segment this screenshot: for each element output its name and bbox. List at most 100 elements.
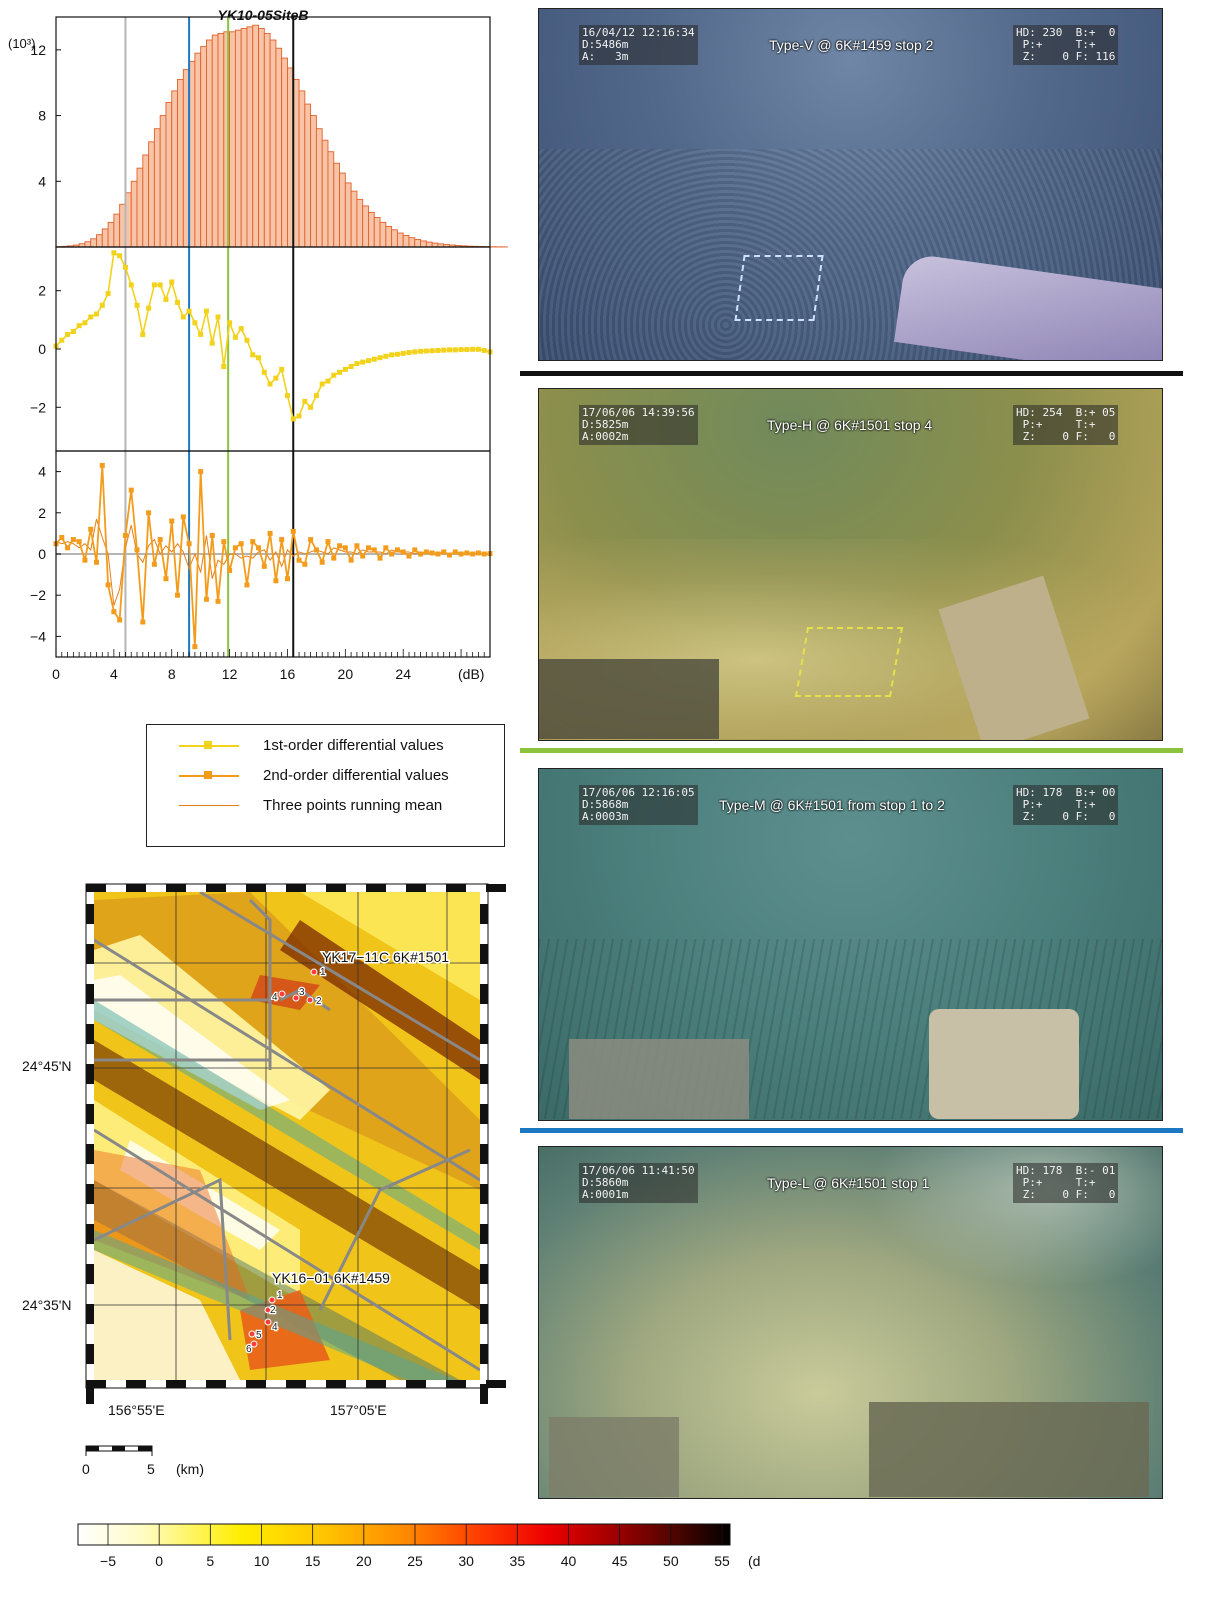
seafloor-photo-type-l: 17/06/06 11:41:50 D:5860m A:0001m Type-L… [538, 1146, 1163, 1499]
legend-label-running-mean: Three points running mean [263, 797, 443, 814]
osd-right: HD: 178 B:- 01 P:+ T:+ Z: 0 F: 0 [1013, 1163, 1119, 1203]
point-first-order [342, 366, 348, 372]
point-second-order [82, 557, 88, 563]
point-first-order [88, 314, 94, 320]
point-second-order [389, 551, 395, 557]
point-first-order [221, 363, 227, 369]
point-second-order [377, 555, 383, 561]
y-tick-label-second: −2 [30, 587, 46, 603]
point-first-order [418, 348, 424, 354]
point-second-order [308, 537, 314, 543]
seafloor-photo-type-m: 17/06/06 12:16:05 D:5868m A:0003m Type-M… [538, 768, 1163, 1121]
station-a-2 [306, 996, 314, 1004]
map-grid [94, 892, 480, 1380]
map-frame-tick [480, 1224, 488, 1244]
map-frame-tick [86, 1064, 94, 1084]
legend-label-first-order: 1st-order differential values [263, 737, 444, 754]
series-first-order-line [55, 251, 491, 421]
point-second-order [470, 551, 476, 557]
osd-right: HD: 178 B:+ 00 P:+ T:+ Z: 0 F: 0 [1013, 785, 1119, 825]
stop-b-5: 5 [256, 1330, 262, 1341]
point-second-order [140, 619, 146, 625]
point-second-order [423, 549, 429, 555]
seafloor-photo-type-h: 17/06/06 14:39:56 D:5825m A:0002m Type-H… [538, 388, 1163, 741]
photo-caption: Type-L @ 6K#1501 stop 1 [767, 1175, 930, 1191]
map-frame-tick [166, 1380, 186, 1388]
point-second-order [88, 526, 94, 532]
colorbar-tick-label: 55 [714, 1553, 730, 1569]
x-axis-unit-label: (dB) [458, 666, 484, 682]
point-first-order [244, 337, 250, 343]
station-a-1 [310, 968, 318, 976]
osd-left: 17/06/06 11:41:50 D:5860m A:0001m [579, 1163, 698, 1203]
chart-legend: 1st-order differential values 2nd-order … [146, 724, 505, 847]
map-frame-tick [86, 884, 106, 892]
separator-blue [520, 1128, 1183, 1133]
point-second-order [186, 541, 192, 547]
point-second-order [446, 552, 452, 558]
map-frame-tick [326, 1380, 346, 1388]
legend-marker-first-order [204, 741, 212, 749]
point-first-order [475, 346, 481, 352]
station-b-5 [248, 1330, 256, 1338]
site-label-a: YK17−11C 6K#1501 [322, 949, 449, 965]
map-frame-tick [480, 1264, 488, 1284]
point-first-order [302, 398, 308, 404]
point-first-order [163, 296, 169, 302]
point-second-order [337, 543, 343, 549]
point-second-order [157, 537, 163, 543]
x-tick-label: 20 [338, 666, 354, 682]
point-first-order [175, 299, 181, 305]
map-frame-tick [206, 884, 226, 892]
map-frame-tick [126, 884, 146, 892]
map-frame-tick [480, 1104, 488, 1124]
point-first-order [446, 347, 452, 353]
colorbar-tick-label: 30 [458, 1553, 474, 1569]
scale-unit: (km) [176, 1461, 204, 1477]
map-frame-tick [480, 1184, 488, 1204]
y-tick-label-second: 4 [38, 464, 46, 480]
point-second-order [111, 609, 117, 615]
map-frame [85, 883, 506, 1404]
point-first-order [198, 331, 204, 337]
point-first-order [140, 331, 146, 337]
point-second-order [394, 547, 400, 553]
x-tick-label: 0 [52, 666, 60, 682]
stop-a-2: 2 [316, 996, 322, 1007]
point-first-order [412, 349, 418, 355]
point-second-order [221, 539, 227, 545]
lon-label-east: 157°05'E [330, 1402, 387, 1418]
map-frame-tick [86, 1264, 94, 1284]
map-frame-tick [326, 884, 346, 892]
map-frame-tick [86, 1304, 94, 1324]
point-first-order [290, 416, 296, 422]
point-second-order [122, 532, 128, 538]
point-second-order [365, 545, 371, 551]
point-first-order [256, 355, 262, 361]
point-second-order [290, 528, 296, 534]
map-frame-tick [286, 884, 306, 892]
point-second-order [198, 469, 204, 475]
station-a-3 [292, 994, 300, 1002]
point-first-order [429, 348, 435, 354]
map-frame-tick [480, 1144, 488, 1164]
legend-item-first-order: 1st-order differential values [171, 735, 501, 757]
x-tick-label: 16 [280, 666, 296, 682]
point-second-order [70, 537, 76, 543]
point-first-order [319, 381, 325, 387]
colorbar-tick-label: 15 [305, 1553, 321, 1569]
point-second-order [406, 553, 412, 559]
y-tick-label-second: −4 [30, 628, 46, 644]
sampler-rack [539, 659, 719, 739]
point-first-order [337, 369, 343, 375]
point-second-order [134, 547, 140, 553]
point-second-order [215, 598, 221, 604]
point-first-order [70, 329, 76, 335]
station-a-4 [278, 990, 286, 998]
point-second-order [261, 563, 267, 569]
point-second-order [256, 545, 262, 551]
point-first-order [192, 320, 198, 326]
chart-title: YK10-05SiteB [217, 7, 308, 23]
point-second-order [360, 553, 366, 559]
point-second-order [319, 559, 325, 565]
